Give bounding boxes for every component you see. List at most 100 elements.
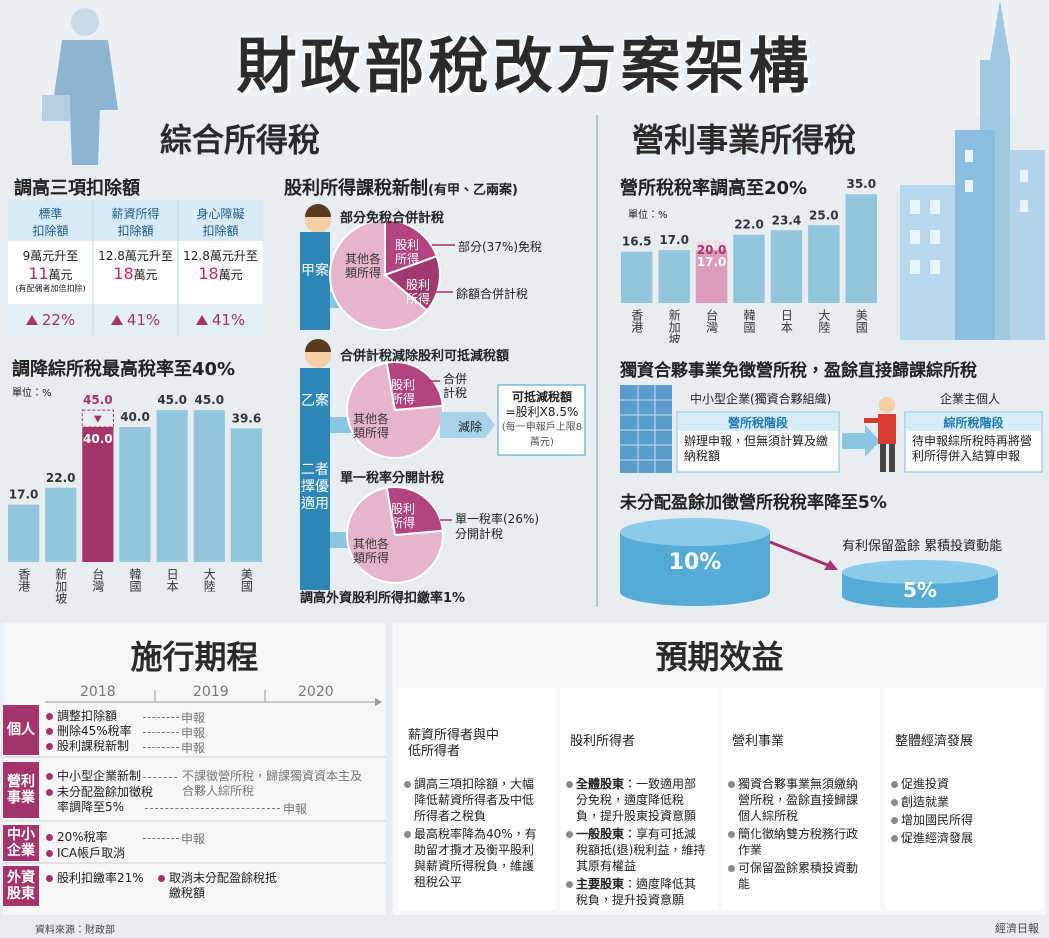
bar	[7, 504, 40, 562]
text: 萬元	[48, 268, 73, 282]
bar	[733, 234, 765, 303]
text: 營利事業	[732, 734, 785, 749]
x-tick-label: 日本	[165, 568, 179, 593]
text: 可保留盈餘累積投資動能	[728, 860, 868, 892]
text: 扣除額	[202, 224, 239, 238]
text: 10%	[668, 550, 722, 575]
rect	[880, 444, 886, 472]
text: 合併計稅減除股利可抵減稅額	[340, 349, 510, 364]
pts: 促進投資 創造就業 增加國民所得 促進經濟發展	[891, 776, 1031, 848]
text: 萬元	[133, 268, 158, 282]
ellipse	[842, 584, 998, 608]
bar	[845, 194, 878, 303]
rect	[497, 384, 586, 456]
text: 營利事業	[3, 762, 39, 818]
rect	[678, 413, 838, 431]
value-label: 45.0	[157, 393, 187, 407]
dash	[145, 808, 280, 809]
value-label: 17.0	[659, 233, 689, 247]
x-tick-label: 新加坡	[667, 308, 681, 343]
cell: 12.8萬元升至 18萬元	[178, 247, 263, 283]
path	[305, 339, 331, 352]
card	[560, 688, 718, 910]
value-label: 40.0	[120, 410, 150, 424]
x-tick-label: 台灣	[705, 308, 719, 334]
text: 2018	[80, 684, 116, 700]
tri	[110, 315, 123, 325]
value-label: 45.0	[194, 393, 224, 407]
path	[440, 412, 495, 438]
g	[428, 244, 455, 521]
text: 股利扣繳率21%	[46, 871, 144, 886]
text: 18	[198, 264, 219, 283]
cell: 薪資所得 扣除額	[93, 205, 178, 239]
g	[300, 204, 586, 590]
pts: 全體股東：一致適用部分免稅，適度降低稅負，提升股東投資意願 一般股東：享有可抵減稅…	[566, 776, 706, 910]
text: 申報	[181, 832, 206, 846]
text: 部分免稅合併計稅	[340, 211, 445, 226]
text: 股利課稅新制	[46, 739, 129, 754]
text: 營所稅階段	[727, 416, 788, 430]
text: 減除	[458, 420, 483, 434]
previous-bar	[81, 409, 114, 428]
text: 薪資所得者與中低所得者	[408, 728, 500, 759]
text: 預期效益	[655, 638, 784, 676]
text: 萬元	[218, 268, 243, 282]
text: ：一致適用部分免稅，適度降低稅負，提升股東投資意願	[576, 777, 697, 823]
text: 促進經濟發展	[891, 830, 1031, 846]
cell: 9萬元升至 11萬元 (有配偶者加倍扣除)	[8, 247, 93, 294]
arrow	[707, 241, 716, 249]
value-label: 23.4	[772, 213, 802, 227]
text: 有利保留盈餘 累積投資動能	[842, 539, 1003, 554]
rect	[910, 200, 920, 214]
text: 二者擇優適用	[301, 462, 329, 512]
value-label: 22.0	[46, 471, 76, 485]
text: 扣除額	[117, 224, 154, 238]
polygon	[375, 698, 382, 706]
bar	[193, 410, 225, 562]
text: 個人	[3, 705, 39, 755]
pts: 獨資合夥事業無須繳納營所稅，盈餘直接歸課個人綜所稅 簡化徵納雙方稅務行政作業 可保留…	[728, 776, 868, 894]
subheading: 股利所得課稅新制(有甲、乙兩案)	[284, 174, 518, 200]
chart-title: 營所稅稅率調高至20%	[620, 178, 808, 199]
bar	[620, 251, 653, 303]
x-tick-label: 美國	[854, 309, 868, 333]
text: ：享有可抵減稅額抵(退)稅利益，維持其原有權益	[576, 827, 706, 873]
bar	[45, 487, 77, 562]
bar	[770, 230, 803, 303]
text: 簡化徵納雙方稅務行政作業	[728, 826, 868, 858]
rect	[878, 414, 896, 444]
arrow	[93, 415, 102, 423]
bar-chart: 17.0 香港 22.0 新加坡 45.0 40.0 台灣 40.0 韓國 45.0 日本 45.0 大…	[7, 393, 263, 604]
rect	[8, 305, 263, 335]
text: 股利所得	[390, 378, 415, 406]
text: 未分配盈餘加徵稅率調降至5%	[46, 785, 153, 815]
polygon	[990, 0, 1010, 60]
text: 創造就業	[891, 794, 1031, 810]
text: 股利所得課稅新制	[284, 178, 428, 199]
text: 41%	[126, 311, 161, 329]
text: 20%稅率	[46, 830, 108, 845]
text: 申報	[181, 726, 206, 740]
div: 18萬元	[93, 264, 178, 283]
polygon	[824, 560, 838, 570]
x-tick-label: 大陸	[817, 309, 831, 334]
text: 申報	[181, 711, 206, 725]
tri	[25, 315, 38, 325]
cell: 12.8萬元升至 18萬元	[93, 247, 178, 283]
pt: 一般股東：享有可抵減稅額抵(退)稅利益，維持其原有權益	[566, 826, 706, 874]
x-tick-label: 日本	[779, 309, 793, 334]
chart-title: 調降綜所稅最高稅率至40%	[12, 359, 236, 380]
x-tick-label: 韓國	[128, 568, 142, 592]
circle	[71, 8, 99, 36]
text: 經濟日報	[995, 922, 1039, 935]
text: 9萬元升至	[22, 249, 79, 263]
pt: 全體股東：一致適用部分免稅，適度降低稅負，提升股東投資意願	[566, 776, 706, 824]
rect	[906, 413, 1041, 431]
cell: 41%	[178, 311, 263, 329]
g	[3, 756, 386, 864]
text: 22%	[41, 311, 76, 329]
text: 辦理申報，但無須計算及繳納稅額	[684, 434, 829, 463]
text: 12.8萬元升至	[183, 249, 258, 263]
